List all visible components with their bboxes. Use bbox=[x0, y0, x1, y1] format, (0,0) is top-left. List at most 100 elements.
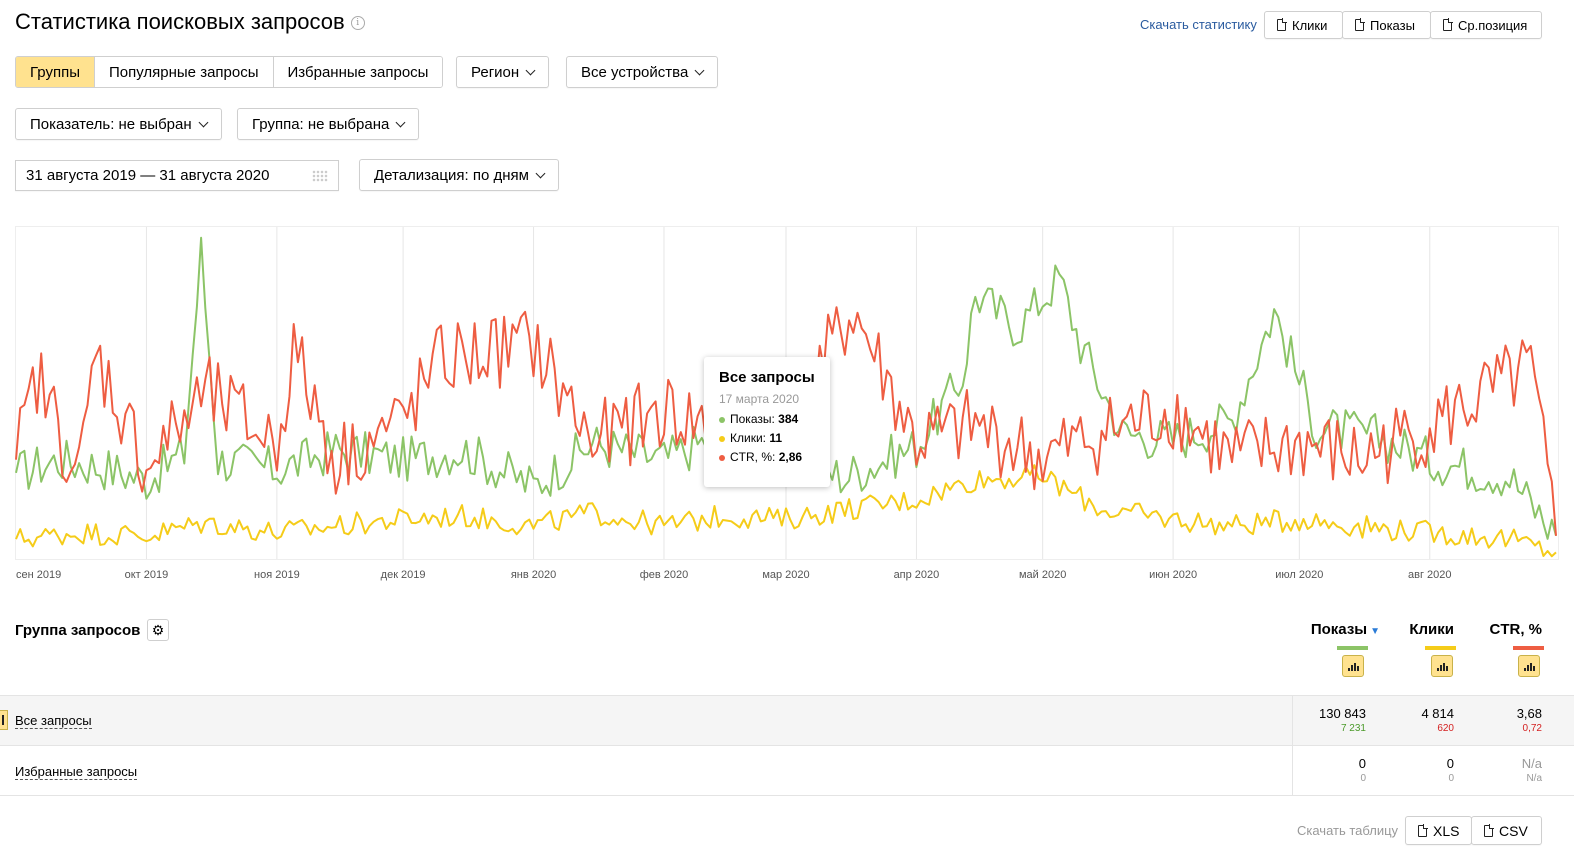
region-label: Регион bbox=[471, 63, 520, 81]
row-chart-marker-icon[interactable] bbox=[0, 710, 8, 730]
tooltip-value: 384 bbox=[778, 412, 799, 426]
row-ctr-delta: N/a bbox=[1526, 773, 1542, 784]
table-divider bbox=[0, 795, 1574, 796]
chevron-down-icon bbox=[198, 117, 209, 127]
row-ctr-value: N/a bbox=[1521, 756, 1542, 771]
table-divider bbox=[0, 695, 1574, 696]
calendar-icon[interactable] bbox=[312, 170, 328, 182]
clicks-chart-toggle-icon[interactable] bbox=[1431, 655, 1453, 677]
group-label: Группа: не выбрана bbox=[252, 115, 390, 133]
row-label-favorite-queries[interactable]: Избранные запросы bbox=[15, 764, 138, 780]
document-icon bbox=[1418, 823, 1428, 837]
xls-label: XLS bbox=[1433, 822, 1460, 839]
tooltip-title: Все запросы bbox=[719, 369, 815, 386]
detail-label: Детализация: по дням bbox=[374, 166, 529, 184]
row-shows-delta: 0 bbox=[1360, 773, 1366, 784]
export-shows-label: Показы bbox=[1370, 17, 1415, 33]
date-range-input[interactable]: 31 августа 2019 — 31 августа 2020 bbox=[15, 160, 339, 191]
devices-label: Все устройства bbox=[581, 63, 689, 81]
chevron-down-icon bbox=[694, 65, 705, 75]
download-csv-button[interactable]: CSV bbox=[1471, 816, 1542, 845]
metric-label: Показатель: не выбран bbox=[30, 115, 192, 133]
legend-dot-icon bbox=[719, 454, 725, 461]
row-shows-value: 0 bbox=[1358, 756, 1366, 771]
download-table-label: Скачать таблицу bbox=[1297, 823, 1399, 838]
info-icon[interactable]: i bbox=[350, 16, 365, 31]
export-clicks-label: Клики bbox=[1292, 17, 1328, 33]
document-icon bbox=[1355, 18, 1365, 31]
clicks-color-bar bbox=[1425, 646, 1456, 650]
tab-groups[interactable]: Группы bbox=[16, 57, 94, 87]
download-stats-link[interactable]: Скачать статистику bbox=[1140, 17, 1257, 32]
download-xls-button[interactable]: XLS bbox=[1405, 816, 1472, 845]
table-row[interactable]: Все запросы bbox=[15, 712, 92, 730]
tooltip-value: 2,86 bbox=[778, 450, 803, 464]
column-shows-label: Показы bbox=[1310, 621, 1368, 638]
tooltip-label: Клики: bbox=[730, 431, 766, 445]
row-ctr-value: 3,68 bbox=[1516, 706, 1542, 721]
metric-dropdown[interactable]: Показатель: не выбран bbox=[15, 108, 222, 140]
query-group-header: Группа запросов bbox=[15, 622, 141, 639]
export-position-label: Ср.позиция bbox=[1458, 17, 1528, 33]
row-clicks-value: 4 814 bbox=[1421, 706, 1454, 721]
region-dropdown[interactable]: Регион bbox=[456, 56, 550, 88]
x-tick-label: мар 2020 bbox=[762, 569, 809, 581]
ctr-color-bar bbox=[1513, 646, 1544, 650]
row-clicks-delta: 0 bbox=[1448, 773, 1454, 784]
detail-dropdown[interactable]: Детализация: по дням bbox=[359, 159, 559, 191]
page-title-text: Статистика поисковых запросов bbox=[15, 9, 345, 34]
tooltip-label: Показы: bbox=[730, 412, 775, 426]
export-position-button[interactable]: Ср.позиция bbox=[1430, 11, 1542, 39]
chevron-down-icon bbox=[395, 117, 406, 127]
document-icon bbox=[1277, 18, 1287, 31]
shows-color-bar bbox=[1337, 646, 1368, 650]
series-line-clicks[interactable] bbox=[15, 464, 1557, 558]
sort-desc-icon: ▼ bbox=[1370, 626, 1380, 637]
row-clicks-delta: 620 bbox=[1437, 723, 1454, 734]
ctr-chart-toggle-icon[interactable] bbox=[1518, 655, 1540, 677]
group-dropdown[interactable]: Группа: не выбрана bbox=[237, 108, 420, 140]
legend-dot-icon bbox=[719, 435, 725, 442]
x-tick-label: май 2020 bbox=[1019, 569, 1066, 581]
x-tick-label: апр 2020 bbox=[894, 569, 940, 581]
csv-label: CSV bbox=[1499, 822, 1528, 839]
tab-popular-queries[interactable]: Популярные запросы bbox=[93, 57, 273, 87]
x-tick-label: авг 2020 bbox=[1408, 569, 1452, 581]
x-tick-label: янв 2020 bbox=[511, 569, 556, 581]
export-clicks-button[interactable]: Клики bbox=[1264, 11, 1343, 39]
tab-favorite-queries[interactable]: Избранные запросы bbox=[272, 57, 443, 87]
x-tick-label: июн 2020 bbox=[1149, 569, 1197, 581]
row-shows-delta: 7 231 bbox=[1340, 723, 1366, 734]
chevron-down-icon bbox=[525, 65, 536, 75]
chart-tooltip: Все запросы 17 марта 2020 Показы: 384 Кл… bbox=[704, 357, 830, 487]
x-tick-label: окт 2019 bbox=[125, 569, 169, 581]
export-shows-button[interactable]: Показы bbox=[1342, 11, 1431, 39]
x-tick-label: июл 2020 bbox=[1275, 569, 1323, 581]
row-label-all-queries[interactable]: Все запросы bbox=[15, 713, 92, 729]
row-ctr-delta: 0,72 bbox=[1522, 723, 1542, 734]
table-column-separator bbox=[1292, 695, 1293, 795]
column-clicks[interactable]: Клики bbox=[1409, 621, 1454, 638]
table-row-highlight bbox=[0, 695, 1574, 745]
column-shows[interactable]: Показы ▼ bbox=[1300, 621, 1380, 638]
legend-dot-icon bbox=[719, 416, 725, 423]
date-range-value: 31 августа 2019 — 31 августа 2020 bbox=[26, 167, 270, 184]
document-icon bbox=[1443, 18, 1453, 31]
devices-dropdown[interactable]: Все устройства bbox=[566, 56, 719, 88]
table-divider bbox=[0, 745, 1574, 746]
tooltip-date: 17 марта 2020 bbox=[719, 392, 800, 406]
tooltip-row-shows: Показы: 384 bbox=[719, 412, 815, 426]
column-ctr[interactable]: CTR, % bbox=[1489, 621, 1543, 638]
tooltip-label: CTR, %: bbox=[730, 450, 776, 464]
page-title: Статистика поисковых запросов i bbox=[15, 8, 365, 36]
chevron-down-icon bbox=[535, 168, 546, 178]
table-row[interactable]: Избранные запросы bbox=[15, 763, 138, 781]
x-tick-label: дек 2019 bbox=[381, 569, 426, 581]
row-shows-value: 130 843 bbox=[1319, 706, 1366, 721]
shows-chart-toggle-icon[interactable] bbox=[1342, 655, 1364, 677]
mode-tabs: Группы Популярные запросы Избранные запр… bbox=[15, 56, 444, 88]
document-icon bbox=[1484, 823, 1494, 837]
x-tick-label: фев 2020 bbox=[640, 569, 689, 581]
tooltip-row-clicks: Клики: 11 bbox=[719, 431, 815, 445]
gear-icon[interactable]: ⚙ bbox=[147, 619, 169, 641]
